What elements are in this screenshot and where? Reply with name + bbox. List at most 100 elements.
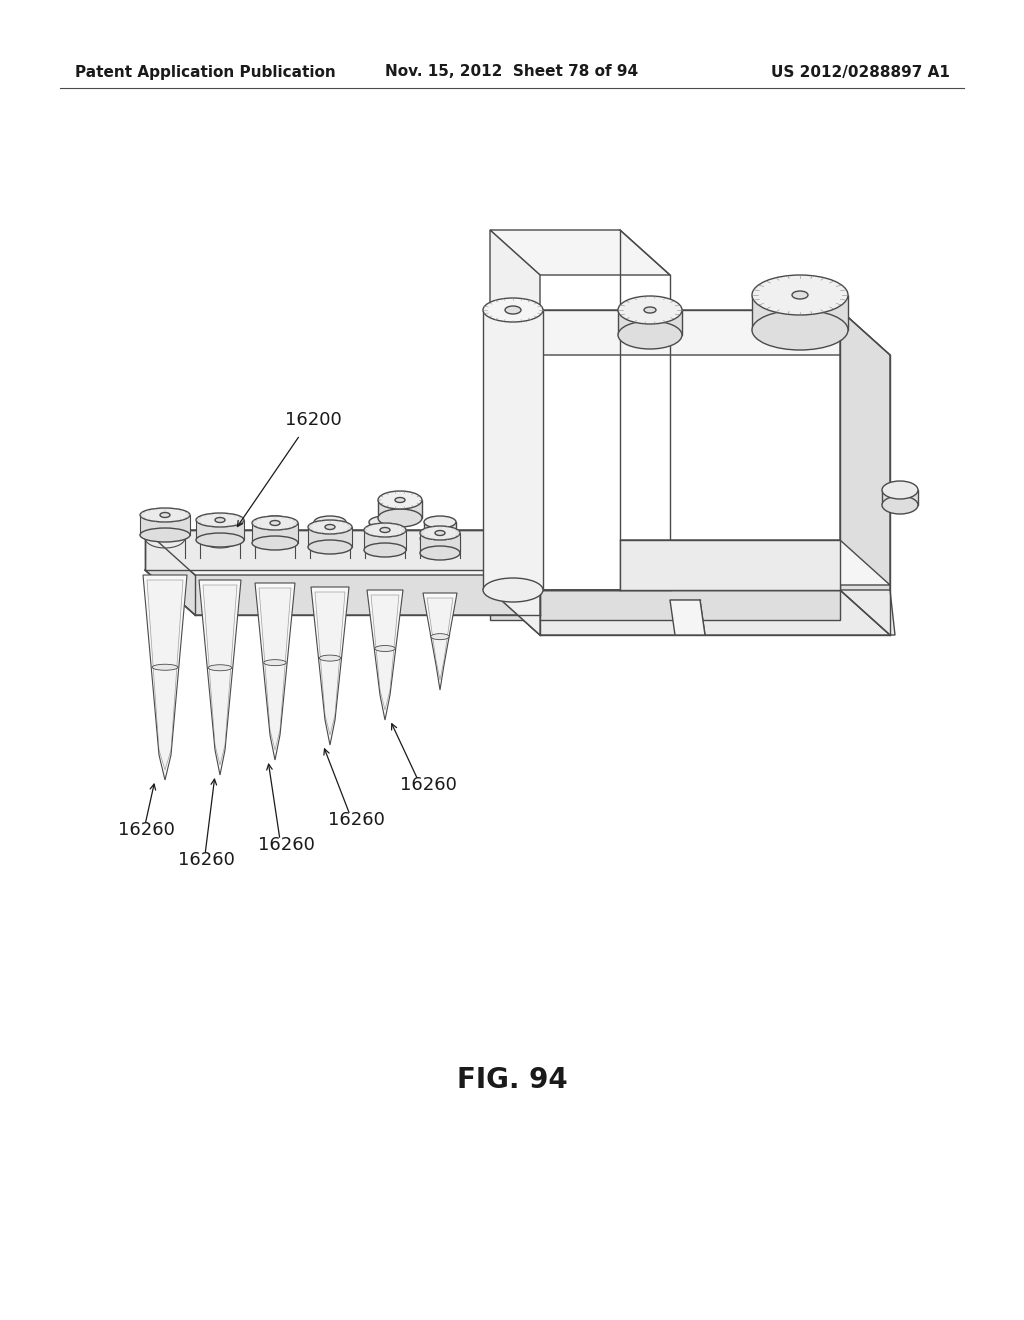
Text: 16260: 16260	[400, 776, 457, 795]
Polygon shape	[490, 590, 840, 620]
Ellipse shape	[252, 536, 298, 550]
Polygon shape	[308, 527, 352, 546]
Text: FIG. 94: FIG. 94	[457, 1067, 567, 1094]
Polygon shape	[367, 590, 403, 719]
Ellipse shape	[259, 525, 291, 539]
Ellipse shape	[618, 296, 682, 323]
Polygon shape	[618, 310, 682, 335]
Text: US 2012/0288897 A1: US 2012/0288897 A1	[771, 65, 950, 79]
Ellipse shape	[204, 516, 236, 528]
Polygon shape	[840, 590, 895, 635]
Ellipse shape	[483, 298, 543, 322]
Ellipse shape	[364, 543, 406, 557]
Polygon shape	[424, 521, 456, 532]
Ellipse shape	[618, 321, 682, 348]
Polygon shape	[840, 310, 890, 635]
Polygon shape	[378, 500, 422, 517]
Polygon shape	[490, 310, 890, 355]
Polygon shape	[752, 294, 848, 330]
Ellipse shape	[140, 528, 190, 543]
Ellipse shape	[308, 520, 352, 535]
Text: 16260: 16260	[118, 821, 175, 840]
Ellipse shape	[644, 308, 656, 313]
Polygon shape	[670, 601, 705, 635]
Polygon shape	[314, 521, 346, 532]
Polygon shape	[311, 587, 349, 744]
Ellipse shape	[314, 525, 346, 539]
Ellipse shape	[424, 516, 456, 528]
Ellipse shape	[252, 516, 298, 531]
Text: Patent Application Publication: Patent Application Publication	[75, 65, 336, 79]
Polygon shape	[255, 583, 295, 760]
Polygon shape	[490, 230, 670, 275]
Polygon shape	[145, 570, 540, 615]
Polygon shape	[203, 585, 237, 766]
Ellipse shape	[140, 508, 190, 521]
Text: Nov. 15, 2012  Sheet 78 of 94: Nov. 15, 2012 Sheet 78 of 94	[385, 65, 639, 79]
Polygon shape	[252, 523, 298, 543]
Ellipse shape	[792, 290, 808, 300]
Polygon shape	[140, 515, 190, 535]
Ellipse shape	[395, 498, 406, 503]
Ellipse shape	[380, 528, 390, 532]
Polygon shape	[369, 521, 401, 532]
Polygon shape	[143, 576, 187, 780]
Polygon shape	[483, 310, 543, 590]
Ellipse shape	[369, 525, 401, 539]
Ellipse shape	[153, 664, 178, 671]
Polygon shape	[490, 590, 890, 635]
Polygon shape	[882, 490, 918, 506]
Ellipse shape	[420, 546, 460, 560]
Ellipse shape	[196, 533, 244, 546]
Polygon shape	[427, 598, 453, 680]
Ellipse shape	[378, 491, 422, 510]
Ellipse shape	[308, 540, 352, 554]
Ellipse shape	[150, 525, 181, 539]
Ellipse shape	[752, 275, 848, 315]
Polygon shape	[204, 521, 236, 532]
Ellipse shape	[752, 310, 848, 350]
Ellipse shape	[505, 306, 521, 314]
Ellipse shape	[160, 512, 170, 517]
Polygon shape	[199, 579, 241, 775]
Ellipse shape	[435, 531, 445, 536]
Ellipse shape	[314, 516, 346, 528]
Ellipse shape	[483, 578, 543, 602]
Polygon shape	[423, 593, 457, 690]
Ellipse shape	[882, 480, 918, 499]
Polygon shape	[259, 521, 291, 532]
Ellipse shape	[375, 645, 395, 652]
Ellipse shape	[319, 655, 341, 661]
Polygon shape	[259, 587, 291, 750]
Polygon shape	[364, 531, 406, 550]
Ellipse shape	[204, 525, 236, 539]
Text: 16260: 16260	[258, 836, 314, 854]
Text: 16260: 16260	[178, 851, 234, 869]
Polygon shape	[145, 531, 490, 570]
Ellipse shape	[364, 523, 406, 537]
Polygon shape	[147, 579, 183, 770]
Polygon shape	[490, 590, 890, 635]
Polygon shape	[490, 230, 540, 635]
Ellipse shape	[264, 660, 287, 665]
Text: 16260: 16260	[328, 810, 385, 829]
Ellipse shape	[270, 520, 280, 525]
Ellipse shape	[424, 525, 456, 539]
Ellipse shape	[420, 525, 460, 540]
Ellipse shape	[215, 517, 225, 523]
Polygon shape	[145, 531, 540, 576]
Polygon shape	[150, 521, 181, 532]
Polygon shape	[196, 520, 244, 540]
Ellipse shape	[325, 524, 335, 529]
Ellipse shape	[369, 516, 401, 528]
Ellipse shape	[431, 634, 450, 640]
Polygon shape	[620, 540, 890, 585]
Ellipse shape	[378, 510, 422, 527]
Polygon shape	[315, 591, 345, 735]
Polygon shape	[490, 310, 540, 635]
Polygon shape	[371, 595, 399, 710]
Text: 16200: 16200	[285, 411, 342, 429]
Ellipse shape	[208, 665, 231, 671]
Ellipse shape	[150, 516, 181, 528]
Polygon shape	[620, 540, 840, 590]
